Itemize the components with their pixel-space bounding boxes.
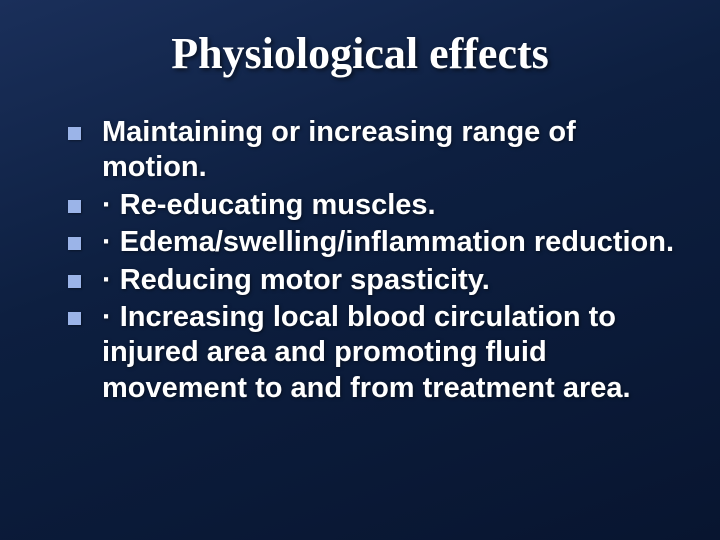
bullet-item: Maintaining or increasing range of motio… <box>68 115 680 186</box>
bullet-item: · Re-educating muscles. <box>68 188 680 223</box>
bullet-item: · Edema/swelling/inflammation reduction. <box>68 225 680 260</box>
bullet-item: · Increasing local blood circulation to … <box>68 300 680 406</box>
bullet-list: Maintaining or increasing range of motio… <box>40 115 680 406</box>
slide-title: Physiological effects <box>40 28 680 79</box>
bullet-item: · Reducing motor spasticity. <box>68 263 680 298</box>
